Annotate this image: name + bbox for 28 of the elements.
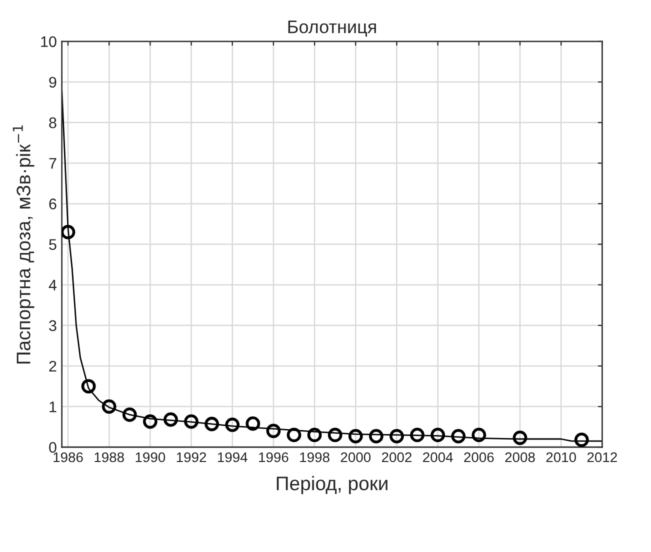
y-tick-label: 0 [49, 442, 56, 453]
x-tick-label: 1996 [259, 452, 288, 462]
y-tick-label: 5 [49, 239, 56, 250]
y-tick-label: 10 [41, 36, 56, 48]
x-tick-label: 2000 [340, 452, 371, 462]
chart-title: Болотниця [288, 20, 376, 37]
y-tick-label: 7 [49, 158, 56, 169]
x-tick-label: 2012 [587, 452, 617, 462]
x-axis-title: Період, роки [276, 476, 388, 494]
y-tick-label: 8 [49, 117, 56, 128]
x-tick-label: 1986 [54, 452, 83, 462]
x-tick-label: 1990 [136, 452, 166, 462]
x-tick-label: 1998 [300, 452, 330, 462]
y-tick-label: 6 [49, 198, 56, 210]
x-tick-label: 1988 [94, 452, 124, 462]
y-tick-label: 1 [50, 402, 56, 412]
y-axis-title: Паспортна доза, мЗв·рік$^{−1}$ [12, 125, 34, 364]
x-tick-label: 2008 [505, 452, 535, 462]
x-tick-label: 2010 [546, 452, 576, 462]
x-tick-label: 2004 [423, 452, 453, 462]
y-tick-label: 4 [48, 280, 57, 290]
x-tick-label: 1992 [176, 452, 206, 462]
y-tick-label: 2 [49, 360, 56, 372]
y-tick-label: 9 [49, 76, 56, 88]
x-tick-label: 2006 [464, 452, 494, 462]
x-tick-label: 1994 [218, 452, 248, 462]
x-tick-label: 2002 [382, 452, 412, 462]
y-tick-label: 3 [49, 320, 56, 332]
